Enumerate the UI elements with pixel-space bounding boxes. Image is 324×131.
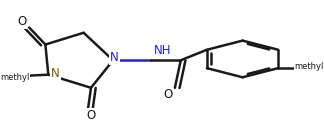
Text: NH: NH xyxy=(154,44,172,57)
Text: O: O xyxy=(17,15,27,28)
Text: methyl: methyl xyxy=(295,62,324,71)
Text: O: O xyxy=(87,109,96,122)
Text: N: N xyxy=(110,51,119,64)
Text: O: O xyxy=(163,88,172,102)
Text: N: N xyxy=(51,67,60,80)
Text: methyl: methyl xyxy=(0,73,29,82)
